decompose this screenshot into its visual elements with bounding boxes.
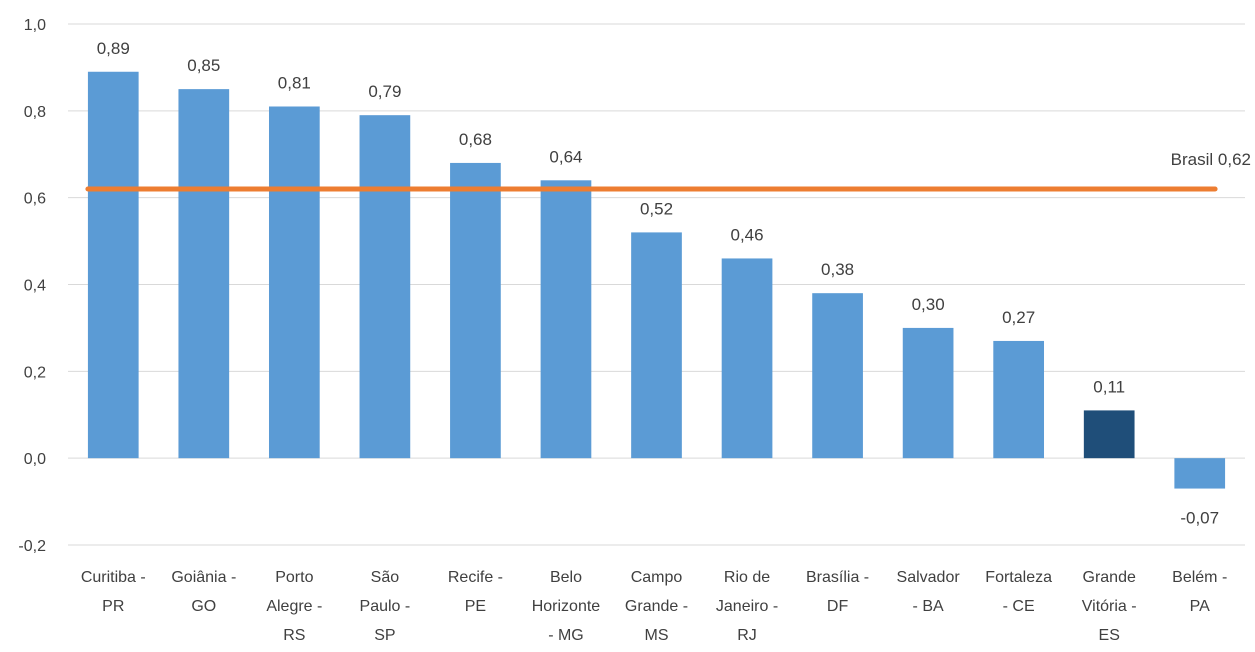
bar bbox=[87, 71, 139, 459]
reference-line-label: Brasil 0,62 bbox=[1171, 150, 1251, 169]
category-label: Goiânia -GO bbox=[171, 569, 236, 615]
data-label: 0,30 bbox=[912, 295, 945, 314]
data-label: -0,07 bbox=[1180, 509, 1219, 528]
category-label: Curitiba -PR bbox=[81, 569, 146, 615]
category-label: Recife -PE bbox=[448, 569, 503, 615]
y-tick-label: 0,6 bbox=[24, 191, 46, 208]
y-tick-label: 0,8 bbox=[24, 104, 46, 121]
data-label: 0,89 bbox=[97, 39, 130, 58]
bar bbox=[1083, 410, 1135, 459]
bar bbox=[268, 106, 320, 459]
category-label: Campo Grande -MS bbox=[625, 569, 688, 644]
bar bbox=[359, 115, 411, 459]
category-label: Porto Alegre -RS bbox=[266, 569, 322, 644]
data-label: 0,64 bbox=[549, 147, 582, 166]
category-label: Rio de Janeiro -RJ bbox=[716, 569, 778, 644]
category-label: São Paulo -SP bbox=[360, 569, 411, 644]
reference-line-group: Brasil 0,62 bbox=[85, 150, 1251, 192]
bars bbox=[87, 71, 1226, 489]
bar bbox=[450, 162, 501, 459]
data-label: 0,85 bbox=[187, 56, 220, 75]
data-label: 0,27 bbox=[1002, 308, 1035, 327]
bar bbox=[993, 340, 1045, 459]
bar bbox=[178, 89, 230, 459]
bar bbox=[902, 327, 954, 459]
category-label: Fortaleza - CE bbox=[985, 569, 1052, 615]
category-label: Belo Horizonte - MG bbox=[532, 569, 601, 644]
data-label: 0,52 bbox=[640, 199, 673, 218]
bar bbox=[812, 293, 863, 459]
data-label: 0,68 bbox=[459, 130, 492, 149]
category-label: Belém -PA bbox=[1172, 569, 1227, 615]
category-label: Salvador - BA bbox=[897, 569, 961, 615]
data-label: 0,38 bbox=[821, 260, 854, 279]
y-tick-label: 0,0 bbox=[24, 451, 46, 468]
category-label: Grande Vitória -ES bbox=[1082, 569, 1137, 644]
data-labels: 0,89 0,85 0,81 0,79 0,68 0,64 0,52 0,46 0,38 0,30… bbox=[97, 39, 1219, 528]
y-tick-label: 1,0 bbox=[24, 17, 46, 34]
y-tick-label: 0,4 bbox=[24, 278, 46, 295]
category-labels: Curitiba -PR Goiânia -GO Porto Alegre -RS Sã… bbox=[81, 569, 1227, 644]
bar bbox=[1174, 458, 1226, 489]
y-axis-ticks: -0,2 0,0 0,2 0,4 0,6 0,8 1,0 bbox=[18, 17, 46, 555]
data-label: 0,46 bbox=[730, 225, 763, 244]
data-label: 0,81 bbox=[278, 73, 311, 92]
bar bbox=[631, 232, 682, 459]
bar bbox=[540, 180, 592, 459]
y-tick-label: -0,2 bbox=[18, 538, 46, 555]
y-tick-label: 0,2 bbox=[24, 364, 46, 381]
data-label: 0,11 bbox=[1093, 377, 1125, 396]
category-label: Brasília -DF bbox=[806, 569, 869, 615]
bar bbox=[721, 258, 773, 459]
data-label: 0,79 bbox=[368, 82, 401, 101]
